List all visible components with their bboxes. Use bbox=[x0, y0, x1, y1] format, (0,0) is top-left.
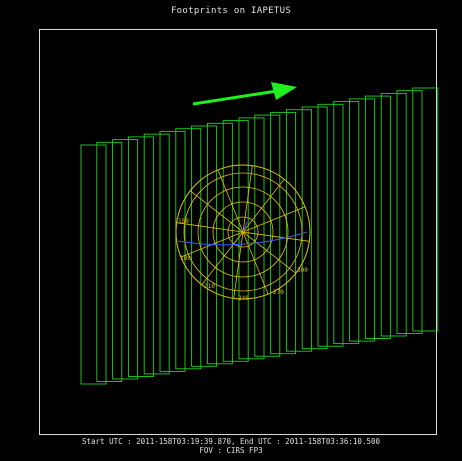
footprint-rect bbox=[127, 136, 154, 377]
latitude-ring bbox=[183, 172, 303, 292]
sub-point-marker bbox=[242, 221, 248, 233]
meridian-line bbox=[242, 231, 310, 242]
footprint-rect bbox=[270, 111, 297, 355]
plot-footer: Start UTC : 2011-158T03:19:39.870, End U… bbox=[0, 437, 462, 455]
iapetus-globe: 150 180 210 240 270 300 bbox=[175, 164, 311, 302]
footprint-rect bbox=[285, 109, 312, 352]
motion-direction-arrow-icon bbox=[192, 82, 297, 106]
arrow-head bbox=[271, 82, 297, 100]
footprint-rect bbox=[222, 120, 249, 362]
latitude-ring bbox=[227, 216, 259, 248]
latitude-ring bbox=[212, 201, 274, 263]
footprint-rect bbox=[175, 128, 202, 370]
globe-limb bbox=[175, 164, 311, 300]
plot-frame bbox=[39, 29, 437, 435]
footprint-rect bbox=[364, 95, 391, 339]
longitude-label: 180 bbox=[180, 255, 191, 262]
footprint-rect bbox=[301, 106, 328, 350]
footprint-rect bbox=[380, 92, 407, 337]
arrow-shaft bbox=[192, 89, 278, 106]
longitude-label: 240 bbox=[238, 295, 249, 302]
meridian-line bbox=[189, 190, 244, 233]
meridian-line bbox=[242, 231, 297, 274]
footprint-rect bbox=[159, 130, 186, 372]
terminator-line bbox=[177, 231, 308, 246]
footprint-rect bbox=[206, 122, 233, 365]
meridian-line bbox=[242, 165, 253, 233]
footprint-rect bbox=[254, 114, 281, 357]
footprint-rect bbox=[396, 90, 423, 334]
plot-title: Footprints on IAPETUS bbox=[170, 6, 292, 16]
meridian-line bbox=[176, 222, 244, 233]
longitude-label: 270 bbox=[273, 289, 284, 296]
footprint-rect bbox=[349, 98, 376, 342]
meridian-line bbox=[217, 169, 244, 233]
fov-text: FOV : CIRS FP3 bbox=[199, 446, 263, 455]
footprint-rect bbox=[317, 103, 344, 347]
time-range-text: Start UTC : 2011-158T03:19:39.870, End U… bbox=[81, 437, 380, 446]
footprint-rect bbox=[143, 133, 170, 375]
footprint-rect bbox=[191, 125, 218, 367]
longitude-label: 150 bbox=[178, 218, 189, 225]
latitude-ring bbox=[197, 186, 289, 278]
footprint-rect bbox=[238, 117, 265, 360]
footprint-rect bbox=[96, 141, 123, 382]
footprint-rect bbox=[112, 139, 139, 380]
footprint-rect bbox=[412, 87, 439, 332]
meridian-line bbox=[242, 206, 306, 233]
meridian-line bbox=[242, 178, 285, 233]
longitude-label: 210 bbox=[204, 283, 215, 290]
meridian-line bbox=[201, 231, 244, 286]
footprint-rect bbox=[333, 101, 360, 345]
longitude-label: 300 bbox=[297, 267, 308, 274]
footprint-rect bbox=[80, 144, 107, 385]
footprint-group bbox=[80, 87, 439, 385]
meridian-line bbox=[242, 231, 269, 295]
meridian-line bbox=[233, 231, 244, 299]
